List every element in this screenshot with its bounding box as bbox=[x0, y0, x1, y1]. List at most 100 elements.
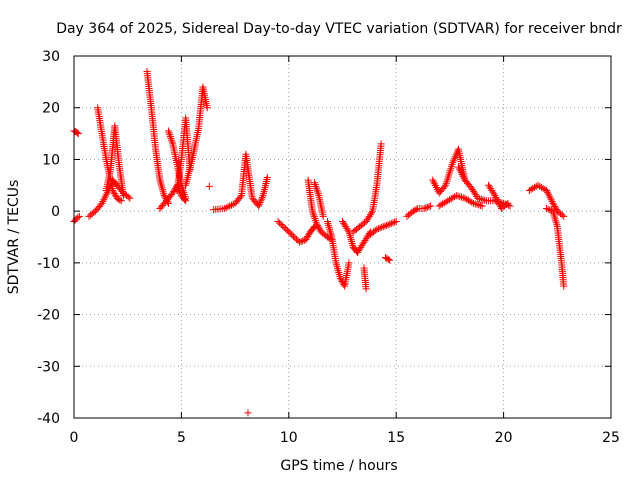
data-point bbox=[159, 186, 167, 194]
data-point bbox=[314, 190, 322, 198]
data-point bbox=[282, 225, 290, 233]
data-point bbox=[159, 188, 167, 196]
data-point bbox=[299, 237, 307, 245]
data-point bbox=[476, 195, 484, 203]
data-point bbox=[423, 203, 431, 211]
data-point bbox=[440, 183, 448, 191]
data-point bbox=[220, 205, 228, 213]
data-point bbox=[335, 269, 343, 277]
data-point bbox=[457, 193, 465, 201]
data-point bbox=[550, 201, 558, 209]
data-point bbox=[389, 219, 397, 227]
data-point bbox=[502, 201, 510, 209]
data-point bbox=[311, 179, 319, 187]
data-points bbox=[70, 68, 568, 417]
chart-title: Day 364 of 2025, Sidereal Day-to-day VTE… bbox=[56, 21, 622, 37]
y-tick-label: 30 bbox=[42, 49, 60, 65]
data-point bbox=[470, 199, 478, 207]
data-point bbox=[296, 238, 304, 246]
data-point bbox=[315, 225, 323, 233]
data-point bbox=[160, 192, 168, 200]
data-point bbox=[420, 205, 428, 213]
data-point bbox=[165, 127, 173, 135]
data-point bbox=[312, 184, 320, 192]
data-point bbox=[292, 235, 300, 243]
data-point bbox=[345, 259, 353, 267]
data-point bbox=[258, 195, 266, 203]
data-point bbox=[157, 180, 165, 188]
data-point bbox=[280, 223, 288, 231]
data-point bbox=[476, 201, 484, 209]
data-point bbox=[168, 136, 176, 144]
data-point bbox=[468, 198, 476, 206]
data-point bbox=[456, 193, 464, 201]
data-point bbox=[543, 205, 551, 213]
data-point bbox=[334, 265, 342, 273]
data-point bbox=[182, 194, 190, 202]
data-point bbox=[236, 193, 244, 201]
data-point bbox=[334, 267, 342, 275]
data-point bbox=[544, 205, 552, 213]
data-point bbox=[546, 206, 554, 214]
data-point bbox=[313, 186, 321, 194]
data-point bbox=[425, 203, 433, 211]
data-point bbox=[384, 221, 392, 229]
data-point bbox=[560, 212, 568, 220]
data-point bbox=[258, 193, 266, 201]
data-point bbox=[203, 104, 211, 112]
data-point bbox=[384, 255, 392, 263]
data-point bbox=[114, 195, 122, 203]
data-point bbox=[279, 222, 287, 230]
data-point bbox=[325, 223, 333, 231]
data-point bbox=[110, 188, 118, 196]
data-point bbox=[126, 194, 134, 202]
data-point bbox=[326, 225, 334, 233]
data-point bbox=[314, 223, 322, 231]
data-point bbox=[158, 184, 166, 192]
data-point bbox=[478, 202, 486, 210]
data-point bbox=[244, 409, 252, 417]
data-point bbox=[383, 221, 391, 229]
data-point bbox=[381, 254, 389, 262]
data-point bbox=[113, 194, 121, 202]
data-point bbox=[347, 236, 355, 244]
data-point bbox=[319, 212, 327, 220]
data-point bbox=[325, 221, 333, 229]
data-point bbox=[411, 206, 419, 214]
data-point bbox=[383, 255, 391, 263]
data-point bbox=[256, 199, 264, 207]
data-point bbox=[412, 205, 420, 213]
data-point bbox=[376, 224, 384, 232]
y-tick-label: 20 bbox=[42, 101, 60, 117]
data-point bbox=[305, 231, 313, 239]
data-point bbox=[304, 232, 312, 240]
data-point bbox=[90, 208, 98, 216]
y-tick-label: -20 bbox=[37, 308, 60, 324]
data-point bbox=[391, 218, 399, 226]
data-point bbox=[310, 224, 318, 232]
data-point bbox=[297, 238, 305, 246]
data-point bbox=[386, 220, 394, 228]
y-tick-label: -40 bbox=[37, 411, 60, 427]
y-tick-labels: 30 20 10 0 -10 -20 -30 -40 bbox=[37, 49, 60, 427]
y-axis-label: SDTVAR / TECUs bbox=[6, 180, 22, 295]
x-tick-labels: 0 5 10 15 20 25 bbox=[70, 430, 620, 446]
data-point bbox=[312, 182, 320, 190]
data-point bbox=[158, 182, 166, 190]
data-point bbox=[166, 131, 174, 139]
data-point bbox=[323, 217, 331, 225]
data-point bbox=[475, 201, 483, 209]
x-tick-label: 20 bbox=[495, 430, 513, 446]
data-point bbox=[110, 190, 118, 198]
data-point bbox=[291, 234, 299, 242]
data-point bbox=[309, 209, 317, 217]
data-point bbox=[459, 194, 467, 202]
data-point bbox=[277, 220, 285, 228]
x-tick-label: 10 bbox=[280, 430, 298, 446]
data-point bbox=[344, 226, 352, 234]
data-point bbox=[124, 193, 132, 201]
data-point bbox=[313, 220, 321, 228]
data-point bbox=[381, 222, 389, 230]
data-point bbox=[362, 285, 370, 293]
